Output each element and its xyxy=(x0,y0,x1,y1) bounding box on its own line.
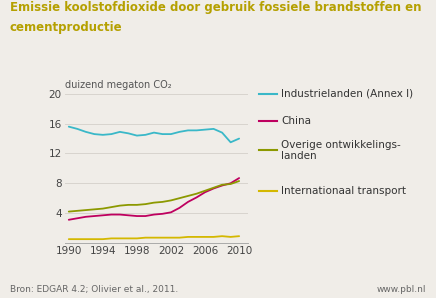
Text: Emissie koolstofdioxide door gebruik fossiele brandstoffen en: Emissie koolstofdioxide door gebruik fos… xyxy=(10,1,421,15)
Text: Industrielanden (Annex I): Industrielanden (Annex I) xyxy=(281,89,413,99)
Text: Bron: EDGAR 4.2; Olivier et al., 2011.: Bron: EDGAR 4.2; Olivier et al., 2011. xyxy=(10,285,178,294)
Text: duizend megaton CO₂: duizend megaton CO₂ xyxy=(65,80,171,90)
Text: www.pbl.nl: www.pbl.nl xyxy=(377,285,426,294)
Text: Internationaal transport: Internationaal transport xyxy=(281,186,406,196)
Text: Overige ontwikkelings-
landen: Overige ontwikkelings- landen xyxy=(281,140,401,161)
Text: cementproductie: cementproductie xyxy=(10,21,122,34)
Text: China: China xyxy=(281,116,311,126)
